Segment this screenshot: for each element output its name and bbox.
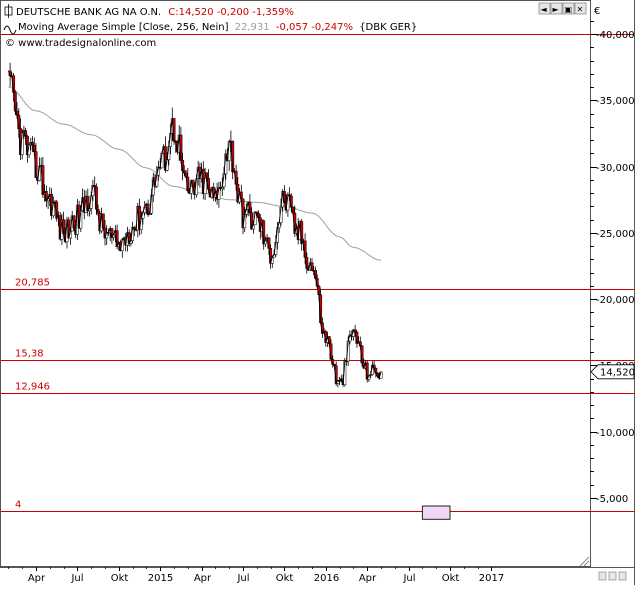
xtick-label-1: Jul: [70, 573, 83, 584]
ytick-label-6: -35,000: [596, 96, 635, 107]
ma-legend-icon: [3, 25, 17, 35]
prev-button[interactable]: ◄: [538, 2, 551, 15]
legend: DEUTSCHE BANK AG NA O.N. C:14,520 -0,200…: [3, 4, 417, 49]
target-box-layer: [421, 505, 451, 520]
svg-text:DEUTSCHE BANK AG NA O.N.: DEUTSCHE BANK AG NA O.N. C:14,520 -0,200…: [16, 7, 294, 18]
xtick-label-6: Okt: [276, 573, 294, 584]
legend-ma-ref: {DBK GER}: [359, 22, 417, 33]
x-axis: Apr Jul Okt 2015 Apr Jul Okt 2016 Apr Jul Okt 2017: [8, 567, 504, 584]
svg-text:◄: ◄: [541, 5, 548, 14]
ytick-label-3: -20,000: [596, 295, 635, 306]
svg-text:►: ►: [553, 5, 560, 14]
svg-text:✕: ✕: [577, 5, 584, 14]
xtick-label-5: Jul: [236, 573, 249, 584]
xtick-label-9: Jul: [402, 573, 415, 584]
xtick-label-11: 2017: [479, 573, 504, 584]
price-line: [7, 70, 382, 386]
legend-ma-name: Moving Average Simple [Close, 256, Nein]: [18, 22, 229, 33]
legend-ma-change: -0,057 -0,247%: [276, 22, 353, 33]
ytick-label-5: -30,000: [596, 163, 635, 174]
ytick-label-1: -10,000: [596, 428, 635, 439]
ytick-label-7: -40,000: [596, 30, 635, 41]
hline-label-1: 20,785: [15, 278, 50, 289]
hline-label-2: 15,38: [15, 349, 44, 360]
target-box: [421, 505, 451, 520]
close-button[interactable]: ✕: [574, 2, 587, 15]
xtick-label-10: Okt: [442, 573, 460, 584]
ytick-label-0: -5,000: [596, 494, 628, 505]
resize-grip-icon[interactable]: [579, 556, 627, 581]
ytick-label-4: -25,000: [596, 229, 635, 240]
xtick-label-8: Apr: [359, 573, 377, 584]
svg-text:Moving Average Simple [Close,: Moving Average Simple [Close, 256, Nein]…: [18, 22, 417, 33]
xtick-label-2: Okt: [111, 573, 129, 584]
xtick-label-7: 2016: [314, 573, 339, 584]
hline-label-4: 4: [15, 500, 21, 511]
last-price-label: 14,520: [600, 367, 635, 378]
currency-label: €: [594, 6, 600, 17]
xtick-label-3: 2015: [148, 573, 173, 584]
maximize-button[interactable]: ▣: [562, 2, 575, 15]
xtick-label-0: Apr: [28, 573, 46, 584]
xtick-label-4: Apr: [194, 573, 212, 584]
last-price-tag: 14,520: [590, 364, 635, 380]
price-layer: [7, 70, 382, 386]
window-buttons: ◄ ► ▣ ✕: [538, 2, 587, 15]
svg-text:▣: ▣: [565, 5, 573, 14]
legend-ma-value: 22,931: [235, 22, 270, 33]
legend-close: C:14,520 -0,200 -1,359%: [168, 7, 294, 18]
horizontal-lines-layer: 20,785 15,38 12,946 4: [1, 34, 634, 512]
hline-label-3: 12,946: [15, 382, 50, 393]
y-axis: -5,000-10,000-15,000-20,000-25,000-30,00…: [590, 21, 635, 505]
next-button[interactable]: ►: [550, 2, 563, 15]
copyright-text: © www.tradesignalonline.com: [5, 38, 156, 49]
plot-area[interactable]: [0, 0, 591, 567]
legend-symbol: DEUTSCHE BANK AG NA O.N.: [16, 7, 161, 18]
